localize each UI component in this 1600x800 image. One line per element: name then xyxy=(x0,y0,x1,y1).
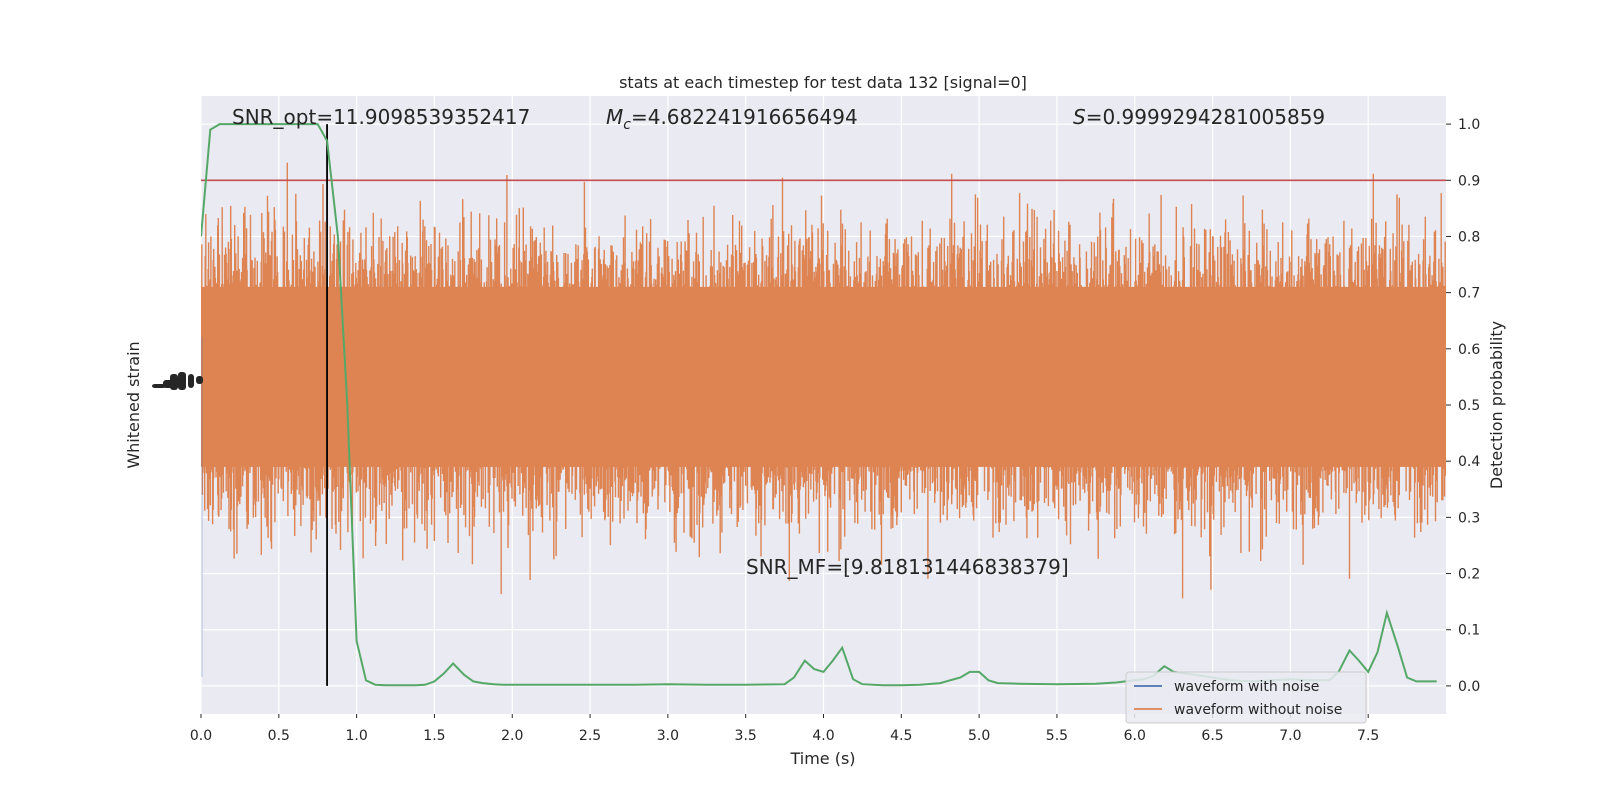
x-tick-label: 1.0 xyxy=(345,728,367,744)
y-right-tick-label: 0.9 xyxy=(1458,173,1480,189)
legend-label-with-noise: waveform with noise xyxy=(1174,679,1319,695)
y-right-tick-label: 0.2 xyxy=(1458,567,1480,583)
x-tick-label: 2.0 xyxy=(501,728,523,744)
strain-noise-path xyxy=(201,162,1446,599)
x-tick-label: 2.5 xyxy=(579,728,601,744)
chirp-mass-annotation: Mc=4.682241916656494 xyxy=(606,105,858,133)
snr-mf-annotation: SNR_MF=[9.818131446838379] xyxy=(746,555,1069,579)
left-tick-label xyxy=(152,384,166,388)
x-tick-label: 0.5 xyxy=(268,728,290,744)
y-right-tick-label: 0.0 xyxy=(1458,679,1480,695)
left-tick-label xyxy=(188,374,194,388)
y-axis-label-right: Detection probability xyxy=(1487,321,1506,489)
x-tick-label: 7.5 xyxy=(1357,728,1379,744)
score-annotation: S=0.9999294281005859 xyxy=(1073,105,1325,129)
y-right-tick-labels: 0.0 0.1 0.2 0.3 0.4 0.5 0.6 0.7 0.8 0.9 1.0 xyxy=(1446,117,1480,695)
y-right-tick-label: 1.0 xyxy=(1458,117,1480,133)
x-tick-label: 7.0 xyxy=(1279,728,1301,744)
x-tick-label: 3.5 xyxy=(735,728,757,744)
x-tick-label: 4.5 xyxy=(890,728,912,744)
chart-title: stats at each timestep for test data 132… xyxy=(619,73,1027,92)
x-tick-label: 3.0 xyxy=(657,728,679,744)
left-tick-label xyxy=(196,376,203,384)
y-right-tick-label: 0.6 xyxy=(1458,342,1480,358)
legend-box xyxy=(1125,671,1367,724)
left-tick-label xyxy=(178,372,186,390)
y-right-tick-label: 0.5 xyxy=(1458,398,1480,414)
x-tick-labels: 0.0 0.5 1.0 1.5 2.0 2.5 3.0 3.5 4.0 4.5 5.0 5.5 6.0 6… xyxy=(190,714,1379,744)
legend-label-without-noise: waveform without noise xyxy=(1174,702,1342,718)
x-tick-label: 5.0 xyxy=(968,728,990,744)
x-tick-label: 6.5 xyxy=(1201,728,1223,744)
left-tick-label xyxy=(170,374,178,390)
x-tick-label: 4.0 xyxy=(812,728,834,744)
y-right-tick-label: 0.8 xyxy=(1458,229,1480,245)
x-tick-label: 5.5 xyxy=(1046,728,1068,744)
left-axis-tick-labels xyxy=(152,372,203,390)
x-tick-label: 0.0 xyxy=(190,728,212,744)
y-axis-label-left: Whitened strain xyxy=(124,341,143,468)
x-tick-label: 1.5 xyxy=(423,728,445,744)
strain-series xyxy=(201,162,1446,677)
x-axis-label: Time (s) xyxy=(789,749,855,768)
y-right-tick-label: 0.4 xyxy=(1458,454,1480,470)
y-right-tick-label: 0.1 xyxy=(1458,623,1480,639)
y-right-tick-label: 0.3 xyxy=(1458,510,1480,526)
snr-opt-annotation: SNR_opt=11.9098539352417 xyxy=(232,105,530,129)
y-right-tick-label: 0.7 xyxy=(1458,286,1480,302)
x-tick-label: 6.0 xyxy=(1124,728,1146,744)
legend: waveform with noise waveform without noi… xyxy=(1125,671,1367,724)
